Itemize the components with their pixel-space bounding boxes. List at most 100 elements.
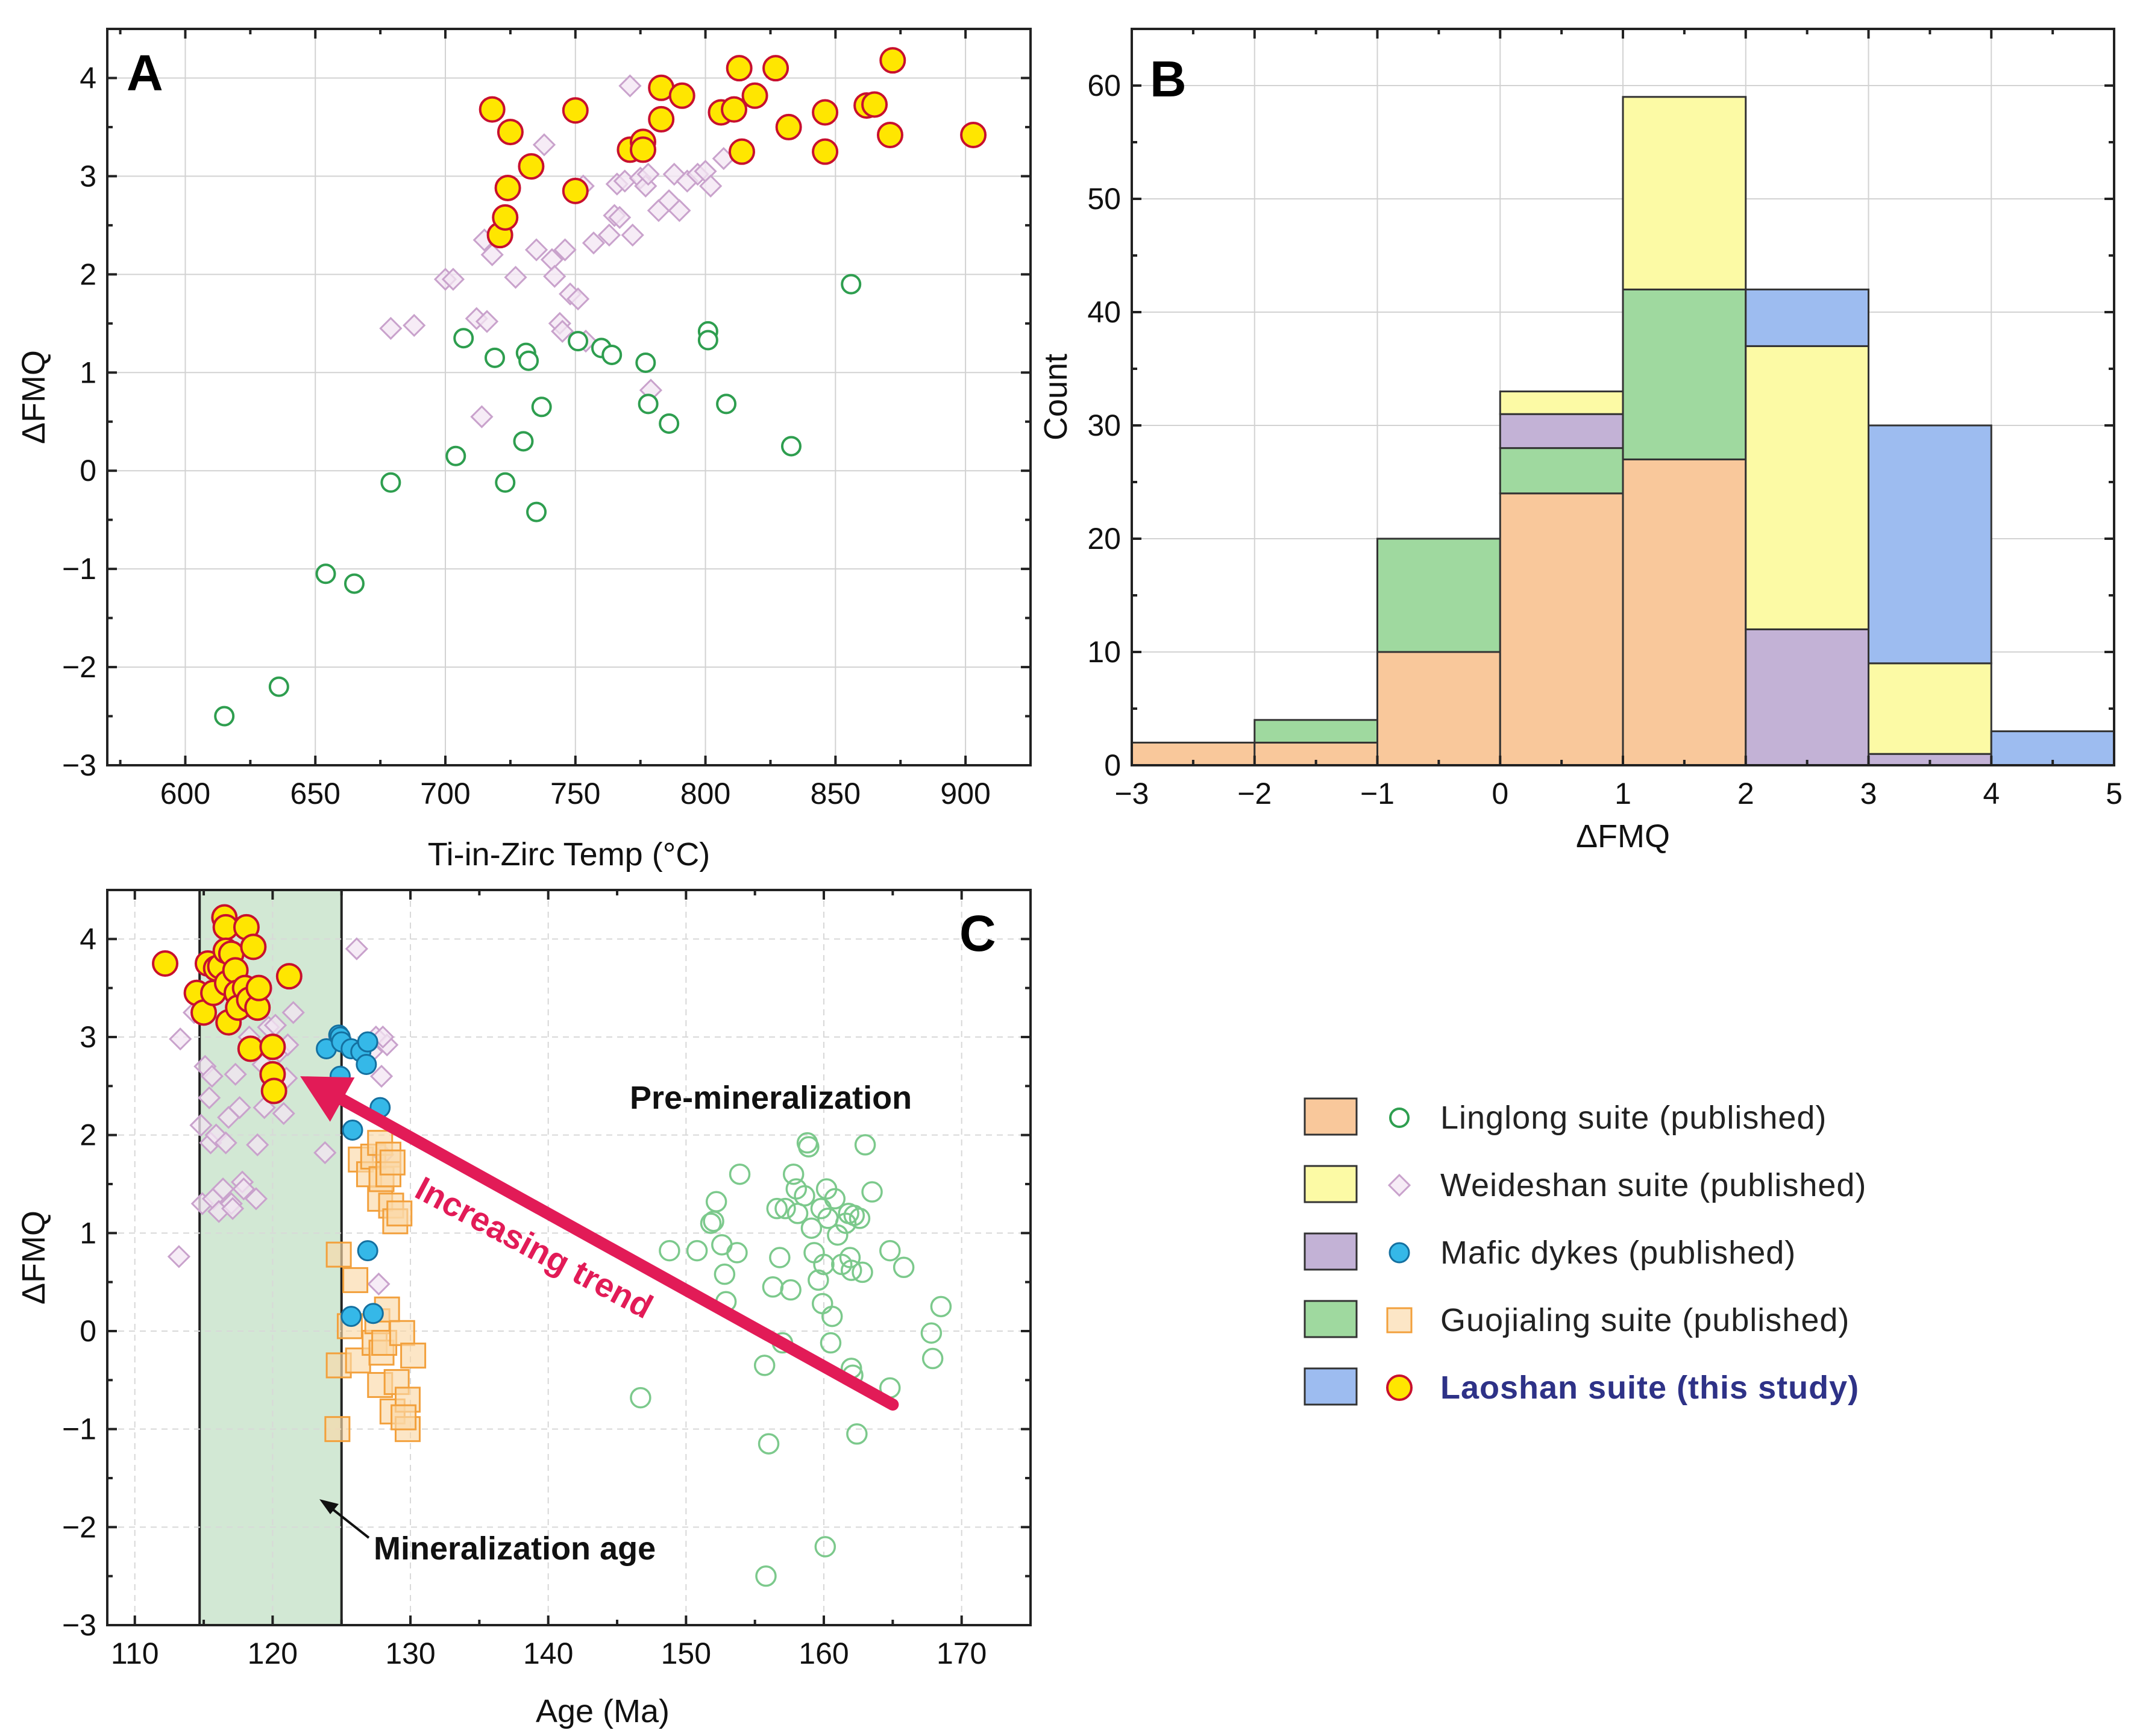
weideshan-point [224,1062,247,1086]
panel-c-label: C [959,905,996,962]
laoshan-point [562,177,589,204]
linglong-point [711,1234,733,1256]
panel-a-ylabel: ΔFMQ [16,350,52,444]
weideshan-point [475,310,499,333]
laoshan-bar [1745,288,1869,347]
weideshan-point [566,287,590,311]
weideshan-point [367,1272,391,1296]
guojialing-point [342,1267,369,1293]
weideshan-point [228,1095,251,1120]
weideshan-point [621,224,644,247]
panel-c-frame [106,889,1032,1626]
legend-marker-guojialing [1386,1307,1413,1333]
laoshan-point [260,1077,287,1105]
linglong-point [526,501,547,522]
weideshan-point [167,1245,191,1268]
panel-a-points [214,47,987,727]
panel-a-frame [106,28,1032,766]
mafic-bar [1499,413,1624,450]
linglong-point [814,1536,836,1558]
panel-a-xtick-label: 600 [160,777,210,810]
mineralization-age-label: Mineralization age [374,1531,656,1567]
panel-b-ytick-label: 30 [1087,409,1121,442]
weideshan-bar [1745,345,1869,630]
panel-c-ylabel: ΔFMQ [16,1211,52,1305]
mafic-dyke-point [342,1120,363,1141]
linglong-point [813,1253,835,1276]
weideshan-point [597,224,621,247]
legend-label-laoshan: Laoshan suite (this study) [1440,1370,1859,1406]
mineralization-age-pointer [319,1499,370,1539]
weideshan-point [313,1141,337,1165]
linglong-point [849,1208,871,1229]
panel-a-xtick-label: 850 [811,777,861,810]
laoshan-point [237,1035,264,1062]
mafic-dyke-point [356,1054,377,1076]
panel-b-ytick-label: 10 [1087,635,1121,669]
laoshan-point [879,47,906,74]
linglong-point [846,1423,868,1445]
panel-a-ytick-label: 0 [80,454,96,487]
linglong-point [827,1224,849,1246]
linglong-point [930,1296,952,1318]
laoshan-point [668,82,695,109]
linglong-point [841,274,862,295]
weideshan-point [221,1197,245,1220]
panel-a-ytick-label: −3 [62,748,96,782]
mafic-bar [1745,628,1869,766]
linglong-point [800,1217,823,1239]
linglong-point [705,1191,727,1213]
mafic-dyke-point [357,1031,378,1053]
linglong-point [700,1212,722,1234]
weideshan-point [211,1177,235,1201]
weideshan-point [636,163,660,186]
weideshan-point [200,1064,224,1088]
weideshan-bar [1868,662,1992,755]
panel-a-xlabel: Ti-in-Zirc Temp (°C) [428,836,711,873]
panel-c-ytick-label: −3 [62,1608,96,1642]
linglong-point [453,328,474,349]
panel-c-xlabel: Age (Ma) [536,1693,670,1729]
linglong-point [820,1332,842,1354]
panel-a-ytick-label: 4 [80,61,96,95]
panel-b-xtick-label: 4 [1983,777,2000,810]
panel-a-ticks: 600 650 700 750 800 850 900 −3 −2 −1 0 1 2 3 4 [62,29,1032,810]
laoshan-point [775,113,802,140]
weideshan-point [379,316,403,340]
increasing-trend-label: Increasing trend [409,1169,659,1326]
trend-arrow-shaft [336,1093,899,1411]
linglong-point [840,1259,862,1281]
panel-b-ylabel: Count [1038,354,1074,440]
linglong-point [344,573,365,594]
panel-a-xtick-label: 700 [420,777,470,810]
panel-c-ytick-label: 1 [80,1216,96,1250]
panel-c-ytick-label: 3 [80,1020,96,1054]
linglong-point [380,472,401,493]
linglong-bar [1376,651,1501,766]
guojialing-bar [1499,447,1624,495]
guojialing-point [391,1404,417,1430]
linglong-point [893,1256,915,1279]
weideshan-point [543,265,566,288]
guojialing-point [386,1200,413,1227]
weideshan-point [403,313,426,337]
linglong-point [774,1197,796,1220]
linglong-point [758,1433,780,1455]
linglong-point [531,396,552,418]
linglong-point [852,1261,873,1283]
guojialing-point [400,1343,427,1369]
weideshan-point [524,238,548,262]
linglong-point [824,1188,846,1210]
linglong-point [920,1322,943,1344]
panel-b-xtick-label: 3 [1860,777,1877,810]
linglong-point [495,472,516,493]
weideshan-point [470,405,494,428]
laoshan-point [275,963,303,990]
weideshan-point [281,1001,305,1024]
linglong-point [811,1293,833,1315]
linglong-point [854,1134,876,1156]
linglong-point [214,706,235,727]
panel-a-xtick-label: 900 [940,777,990,810]
legend-swatch-weideshan [1304,1165,1358,1203]
